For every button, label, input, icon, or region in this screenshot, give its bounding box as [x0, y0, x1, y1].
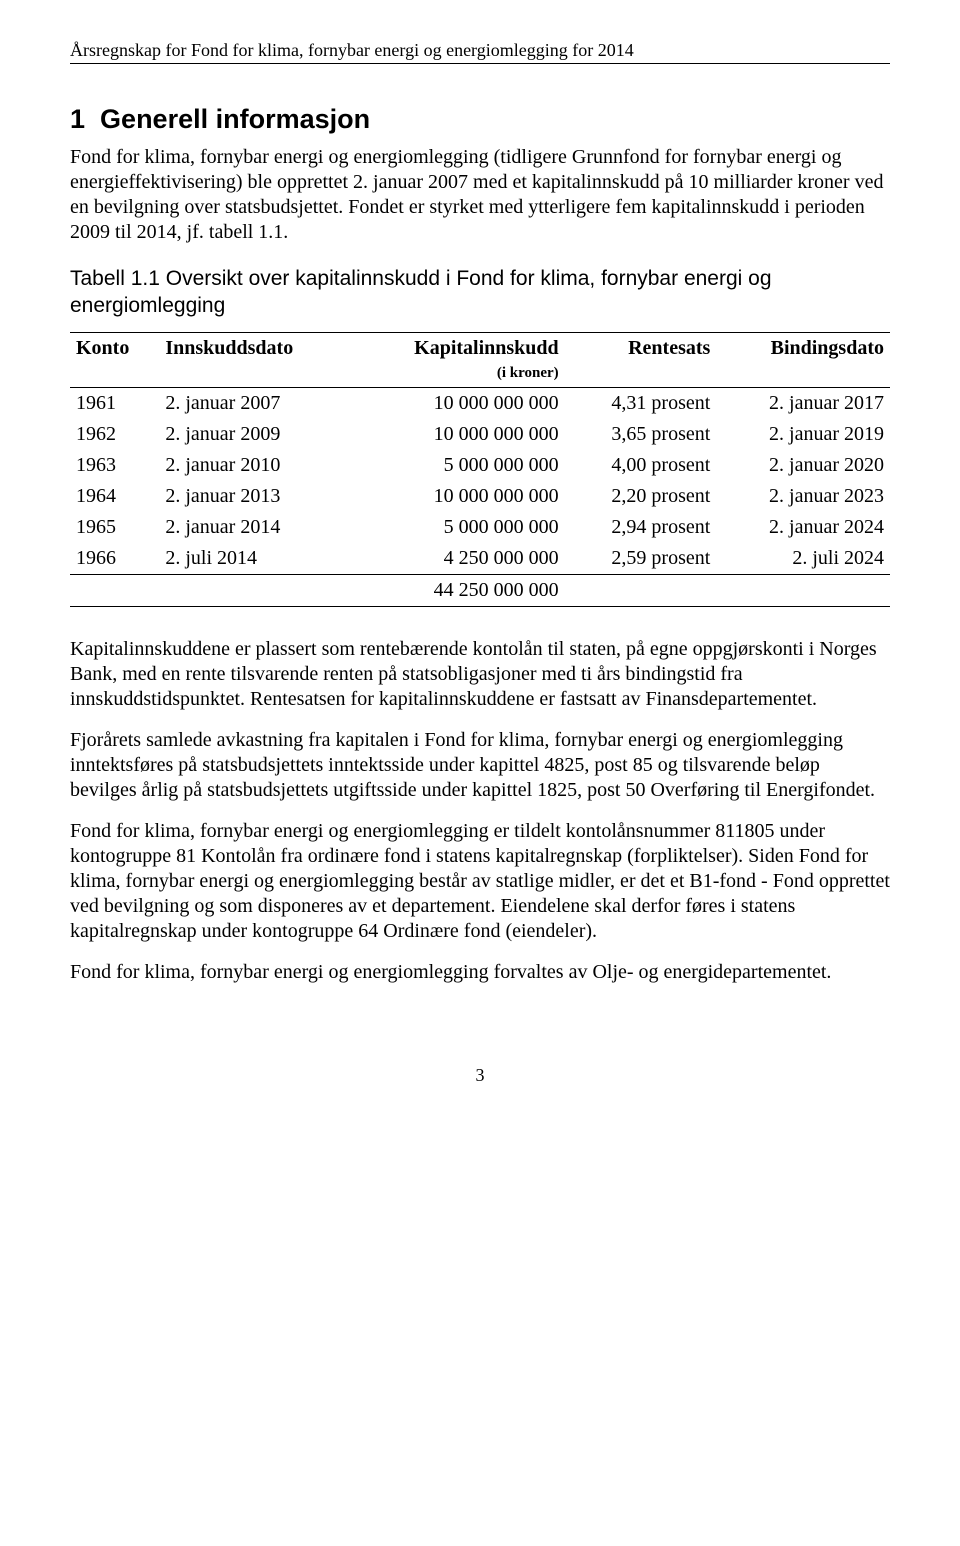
section-heading: 1 Generell informasjon [70, 104, 890, 135]
cell-konto: 1966 [70, 543, 159, 575]
cell-kapital: 10 000 000 000 [351, 387, 565, 419]
cell-dato: 2. januar 2007 [159, 387, 350, 419]
cell-kapital: 5 000 000 000 [351, 450, 565, 481]
table-row: 1962 2. januar 2009 10 000 000 000 3,65 … [70, 419, 890, 450]
cell-rente: 4,00 prosent [565, 450, 717, 481]
cell-rente: 2,59 prosent [565, 543, 717, 575]
cell-kapital: 10 000 000 000 [351, 419, 565, 450]
cell-dato: 2. januar 2010 [159, 450, 350, 481]
cell-kapital: 10 000 000 000 [351, 481, 565, 512]
cell-total: 44 250 000 000 [351, 574, 565, 606]
cell-dato: 2. juli 2014 [159, 543, 350, 575]
section-number: 1 [70, 104, 85, 134]
cell-empty [70, 574, 159, 606]
col-rentesats: Rentesats [565, 332, 717, 387]
section-title-text: Generell informasjon [100, 104, 370, 134]
cell-dato: 2. januar 2014 [159, 512, 350, 543]
cell-binding: 2. januar 2023 [716, 481, 890, 512]
col-kapital-sub: (i kroner) [497, 365, 559, 381]
cell-konto: 1962 [70, 419, 159, 450]
cell-empty [716, 574, 890, 606]
table-row: 1961 2. januar 2007 10 000 000 000 4,31 … [70, 387, 890, 419]
cell-kapital: 4 250 000 000 [351, 543, 565, 575]
cell-rente: 4,31 prosent [565, 387, 717, 419]
table-row: 1963 2. januar 2010 5 000 000 000 4,00 p… [70, 450, 890, 481]
cell-rente: 2,20 prosent [565, 481, 717, 512]
page-header: Årsregnskap for Fond for klima, fornybar… [70, 40, 890, 64]
table-header-row: Konto Innskuddsdato Kapitalinnskudd (i k… [70, 332, 890, 387]
cell-dato: 2. januar 2013 [159, 481, 350, 512]
body-paragraph: Fond for klima, fornybar energi og energ… [70, 960, 890, 985]
col-kapital-label: Kapitalinnskudd [414, 337, 559, 359]
cell-rente: 2,94 prosent [565, 512, 717, 543]
col-innskuddsdato: Innskuddsdato [159, 332, 350, 387]
col-kapital: Kapitalinnskudd (i kroner) [351, 332, 565, 387]
page-number: 3 [70, 1065, 890, 1086]
capital-table: Konto Innskuddsdato Kapitalinnskudd (i k… [70, 332, 890, 607]
table-row: 1966 2. juli 2014 4 250 000 000 2,59 pro… [70, 543, 890, 575]
cell-empty [159, 574, 350, 606]
table-row: 1965 2. januar 2014 5 000 000 000 2,94 p… [70, 512, 890, 543]
body-paragraph: Kapitalinnskuddene er plassert som rente… [70, 637, 890, 712]
cell-dato: 2. januar 2009 [159, 419, 350, 450]
cell-binding: 2. januar 2020 [716, 450, 890, 481]
col-bindingsdato: Bindingsdato [716, 332, 890, 387]
table-row: 1964 2. januar 2013 10 000 000 000 2,20 … [70, 481, 890, 512]
cell-binding: 2. januar 2019 [716, 419, 890, 450]
body-paragraph: Fond for klima, fornybar energi og energ… [70, 819, 890, 944]
cell-kapital: 5 000 000 000 [351, 512, 565, 543]
cell-binding: 2. juli 2024 [716, 543, 890, 575]
table-caption: Tabell 1.1 Oversikt over kapitalinnskudd… [70, 265, 890, 320]
intro-paragraph: Fond for klima, fornybar energi og energ… [70, 145, 890, 245]
body-paragraph: Fjorårets samlede avkastning fra kapital… [70, 728, 890, 803]
document-page: Årsregnskap for Fond for klima, fornybar… [0, 0, 960, 1146]
cell-konto: 1964 [70, 481, 159, 512]
cell-rente: 3,65 prosent [565, 419, 717, 450]
cell-konto: 1963 [70, 450, 159, 481]
cell-konto: 1965 [70, 512, 159, 543]
table-total-row: 44 250 000 000 [70, 574, 890, 606]
col-konto: Konto [70, 332, 159, 387]
cell-empty [565, 574, 717, 606]
cell-konto: 1961 [70, 387, 159, 419]
table-body: 1961 2. januar 2007 10 000 000 000 4,31 … [70, 387, 890, 606]
cell-binding: 2. januar 2024 [716, 512, 890, 543]
cell-binding: 2. januar 2017 [716, 387, 890, 419]
